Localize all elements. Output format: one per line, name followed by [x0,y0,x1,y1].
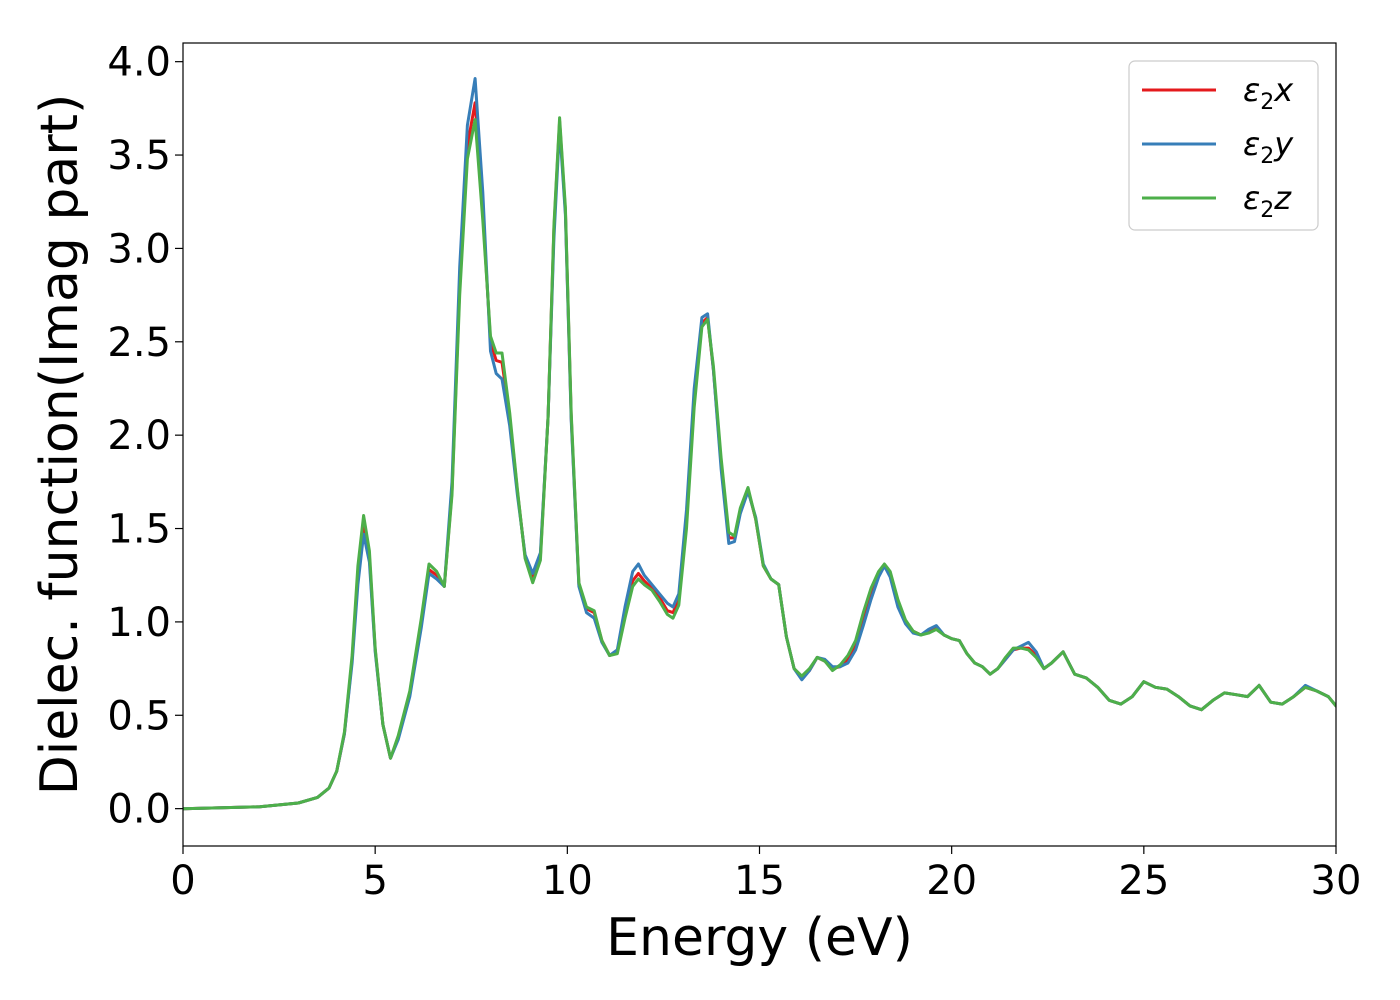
x-tick-label: 10 [542,858,593,904]
y-tick-label: 2.5 [107,320,171,366]
legend-label-2: ε2y [1243,125,1294,169]
legend-label-1: ε2x [1243,71,1294,115]
x-tick-label: 0 [170,858,195,904]
x-axis-ticks: 0 5 10 15 20 25 30 [170,846,1361,904]
y-axis-ticks: 0.0 0.5 1.0 1.5 2.0 2.5 3.0 3.5 4.0 [107,40,183,833]
y-tick-label: 1.5 [107,507,171,553]
x-axis-label: Energy (eV) [606,908,913,968]
y-tick-label: 1.0 [107,600,171,646]
series-line-3 [183,116,1336,811]
x-tick-label: 30 [1311,858,1362,904]
y-tick-label: 2.0 [107,413,171,459]
x-tick-label: 25 [1118,858,1169,904]
y-tick-label: 3.0 [107,226,171,272]
y-tick-label: 4.0 [107,40,171,86]
x-tick-label: 5 [362,858,387,904]
legend: ε2x ε2y ε2z [1128,60,1319,231]
x-tick-label: 20 [926,858,977,904]
y-axis-label: Dielec. function(Imag part) [30,94,90,796]
legend-label-3: ε2z [1243,179,1292,223]
y-tick-label: 0.0 [107,787,171,833]
x-tick-label: 15 [734,858,785,904]
y-tick-label: 3.5 [107,133,171,179]
legend-box [1128,60,1319,231]
y-tick-label: 0.5 [107,693,171,739]
